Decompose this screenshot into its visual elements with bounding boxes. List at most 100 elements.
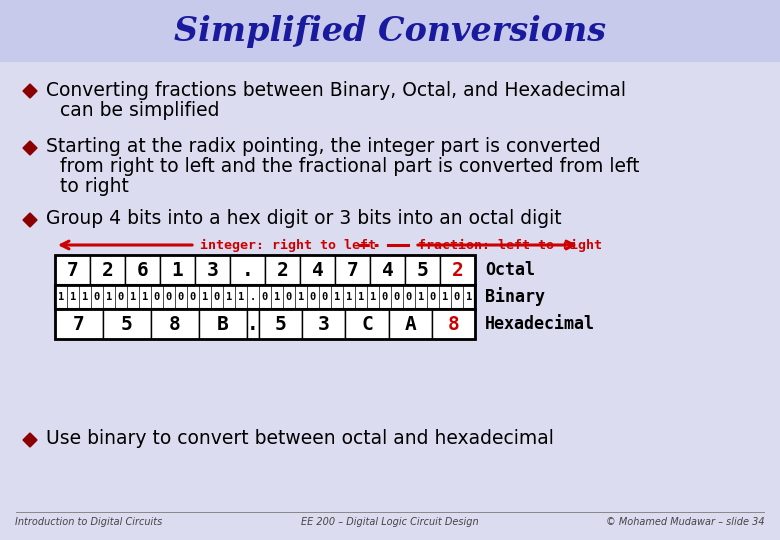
Text: 5: 5 (275, 314, 286, 334)
Polygon shape (23, 433, 37, 447)
Text: 2: 2 (101, 260, 113, 280)
Text: 0: 0 (154, 292, 160, 302)
Bar (247, 309, 259, 339)
Bar (388, 309, 432, 339)
Text: 1: 1 (370, 292, 376, 302)
Bar (346, 309, 388, 339)
Bar (125, 255, 160, 285)
Text: 0: 0 (262, 292, 268, 302)
Text: Group 4 bits into a hex digit or 3 bits into an octal digit: Group 4 bits into a hex digit or 3 bits … (46, 210, 562, 228)
Text: 1: 1 (346, 292, 352, 302)
Text: 1: 1 (70, 292, 76, 302)
Text: 1: 1 (274, 292, 280, 302)
Bar (0, 0, 780, 62)
Text: Introduction to Digital Circuits: Introduction to Digital Circuits (15, 517, 162, 527)
Text: 1: 1 (202, 292, 208, 302)
Text: Use binary to convert between octal and hexadecimal: Use binary to convert between octal and … (46, 429, 554, 449)
Text: 0: 0 (118, 292, 124, 302)
Text: 4: 4 (381, 260, 393, 280)
Bar (302, 309, 346, 339)
Text: B: B (217, 314, 229, 334)
Text: 1: 1 (442, 292, 448, 302)
Text: to right: to right (60, 177, 129, 195)
Polygon shape (23, 141, 37, 155)
Text: 7: 7 (66, 260, 78, 280)
Text: 0: 0 (214, 292, 220, 302)
Text: 0: 0 (454, 292, 460, 302)
Text: Converting fractions between Binary, Octal, and Hexadecimal: Converting fractions between Binary, Oct… (46, 80, 626, 99)
Text: 0: 0 (394, 292, 400, 302)
Polygon shape (23, 213, 37, 227)
Text: Binary: Binary (485, 287, 545, 307)
Text: 1: 1 (298, 292, 304, 302)
Bar (259, 309, 302, 339)
Text: 3: 3 (207, 260, 218, 280)
Text: 5: 5 (417, 260, 428, 280)
Text: 1: 1 (82, 292, 88, 302)
Text: can be simplified: can be simplified (60, 102, 219, 120)
Text: 0: 0 (310, 292, 316, 302)
Text: 0: 0 (286, 292, 292, 302)
Text: A: A (404, 314, 416, 334)
Bar (90, 255, 125, 285)
Text: 0: 0 (382, 292, 388, 302)
Text: Simplified Conversions: Simplified Conversions (174, 15, 606, 48)
Text: from right to left and the fractional part is converted from left: from right to left and the fractional pa… (60, 158, 640, 177)
Text: fraction: left to right: fraction: left to right (418, 239, 602, 252)
Bar (55, 255, 90, 285)
Text: 0: 0 (190, 292, 196, 302)
Text: 0: 0 (430, 292, 436, 302)
Polygon shape (23, 84, 37, 98)
Text: 1: 1 (418, 292, 424, 302)
Text: 1: 1 (466, 292, 472, 302)
Text: 8: 8 (169, 314, 181, 334)
Text: 2: 2 (277, 260, 289, 280)
Text: 0: 0 (94, 292, 100, 302)
Text: .: . (247, 314, 259, 334)
Text: C: C (361, 314, 373, 334)
Bar (265, 255, 300, 285)
Bar (440, 255, 475, 285)
Text: 1: 1 (334, 292, 340, 302)
Bar (160, 255, 195, 285)
Text: Starting at the radix pointing, the integer part is converted: Starting at the radix pointing, the inte… (46, 138, 601, 157)
Text: EE 200 – Digital Logic Circuit Design: EE 200 – Digital Logic Circuit Design (301, 517, 479, 527)
Bar (151, 309, 199, 339)
Text: .: . (242, 260, 254, 280)
Text: 7: 7 (346, 260, 358, 280)
Text: 1: 1 (172, 260, 183, 280)
Text: 4: 4 (312, 260, 324, 280)
Bar (195, 255, 230, 285)
Text: .: . (250, 292, 256, 302)
Bar (199, 309, 247, 339)
Text: 1: 1 (358, 292, 364, 302)
Text: 0: 0 (166, 292, 172, 302)
Text: 1: 1 (142, 292, 148, 302)
Text: 0: 0 (322, 292, 328, 302)
Text: integer: right to left: integer: right to left (200, 239, 376, 252)
Text: 7: 7 (73, 314, 85, 334)
Bar (370, 255, 405, 285)
Bar (55, 309, 103, 339)
Bar (405, 255, 440, 285)
Bar (103, 309, 151, 339)
Bar (335, 255, 370, 285)
Text: Hexadecimal: Hexadecimal (485, 315, 595, 333)
Bar (55, 255, 475, 339)
Text: 2: 2 (452, 260, 463, 280)
Bar (55, 285, 475, 309)
Text: 3: 3 (318, 314, 330, 334)
Text: 5: 5 (121, 314, 133, 334)
Text: © Mohamed Mudawar – slide 34: © Mohamed Mudawar – slide 34 (606, 517, 765, 527)
Text: 1: 1 (130, 292, 136, 302)
Text: 6: 6 (136, 260, 148, 280)
Text: 0: 0 (178, 292, 184, 302)
Text: 1: 1 (106, 292, 112, 302)
Text: 8: 8 (448, 314, 459, 334)
Text: 1: 1 (226, 292, 232, 302)
Bar (230, 255, 265, 285)
Text: Octal: Octal (485, 261, 535, 279)
Text: 0: 0 (406, 292, 412, 302)
Text: 1: 1 (58, 292, 64, 302)
Bar (432, 309, 475, 339)
